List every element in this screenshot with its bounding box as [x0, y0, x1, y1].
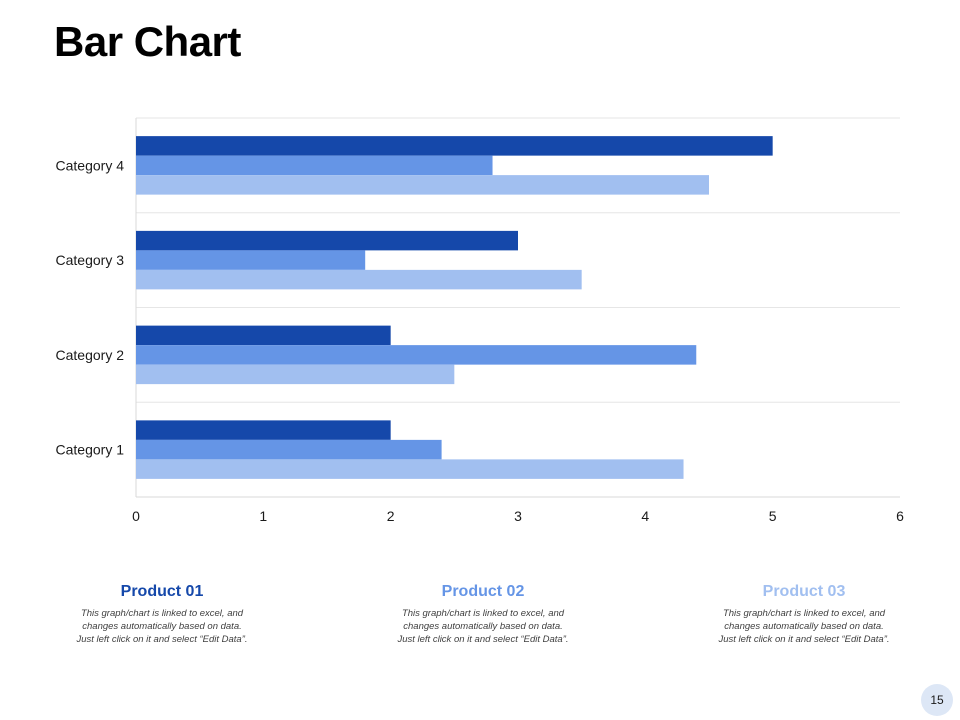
product-02-block: Product 02 This graph/chart is linked to…	[368, 583, 598, 646]
x-tick-label: 5	[769, 508, 777, 524]
bar-chart: Category 1 Category 2 Category 3 Category 4…	[56, 117, 904, 524]
x-tick-label: 2	[387, 508, 395, 524]
x-tick-label: 1	[259, 508, 267, 524]
category-label: Category 4	[56, 157, 125, 173]
product-02-description: This graph/chart is linked to excel, and…	[397, 608, 569, 645]
bar-1-3	[136, 230, 518, 251]
bar-2-3	[136, 250, 366, 270]
product-01-name: Product 01	[120, 583, 204, 600]
product-02-name: Product 02	[441, 583, 525, 600]
x-tick-label: 0	[132, 508, 140, 524]
bar-1-2	[136, 325, 391, 346]
slide-title: Bar Chart	[54, 18, 241, 65]
bar-3-3	[136, 269, 582, 290]
product-03-block: Product 03 This graph/chart is linked to…	[689, 583, 919, 646]
product-03-name: Product 03	[762, 583, 846, 600]
bar-1-4	[136, 136, 773, 156]
bar-2-2	[136, 345, 697, 365]
bar-3-1	[136, 459, 684, 479]
bar-2-1	[136, 439, 442, 460]
page-number-badge: 15	[921, 684, 953, 716]
product-01-description: This graph/chart is linked to excel, and…	[76, 608, 248, 645]
x-tick-label: 3	[514, 508, 522, 524]
category-label: Category 2	[56, 347, 125, 363]
product-01-block: Product 01 This graph/chart is linked to…	[47, 583, 277, 646]
category-label: Category 1	[56, 442, 125, 458]
x-tick-label: 4	[641, 508, 649, 524]
bar-2-4	[136, 155, 493, 176]
x-tick-label: 6	[896, 508, 904, 524]
category-label: Category 3	[56, 252, 125, 268]
bar-1-1	[136, 420, 391, 440]
bar-3-4	[136, 175, 709, 195]
product-03-description: This graph/chart is linked to excel, and…	[718, 608, 890, 645]
bar-3-2	[136, 364, 455, 385]
